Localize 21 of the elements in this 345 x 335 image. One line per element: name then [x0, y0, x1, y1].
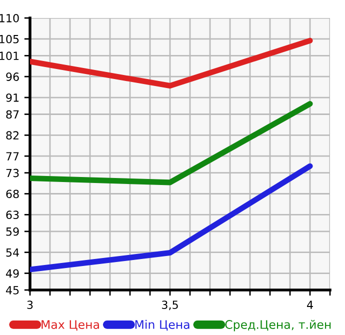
y-tick-label: 45 — [6, 286, 19, 294]
x-tick-label: 3,5 — [162, 300, 178, 310]
y-tick-label: 87 — [6, 110, 19, 119]
y-tick-label: 68 — [6, 190, 19, 198]
y-tick-label: 96 — [6, 72, 19, 81]
y-tick-label: 49 — [6, 269, 19, 278]
y-tick-label: 105 — [0, 34, 19, 44]
x-tick-label: 4 — [307, 300, 313, 309]
y-tick-label: 82 — [6, 131, 18, 140]
y-tick-label: 54 — [6, 248, 19, 257]
y-tick-label: 91 — [6, 93, 19, 102]
legend-label: Max Цена — [42, 320, 99, 331]
legend-label: Сред.Цена, т.йен — [225, 320, 331, 332]
x-tick-label: 3 — [27, 300, 33, 310]
y-tick-label: 63 — [6, 210, 19, 220]
y-tick-label: 77 — [6, 152, 19, 160]
y-tick-label: 101 — [0, 52, 19, 60]
y-tick-label: 59 — [6, 227, 19, 236]
legend-label: Min Цена — [135, 320, 190, 331]
y-tick-label: 110 — [0, 14, 19, 22]
y-tick-label: 73 — [6, 168, 19, 178]
